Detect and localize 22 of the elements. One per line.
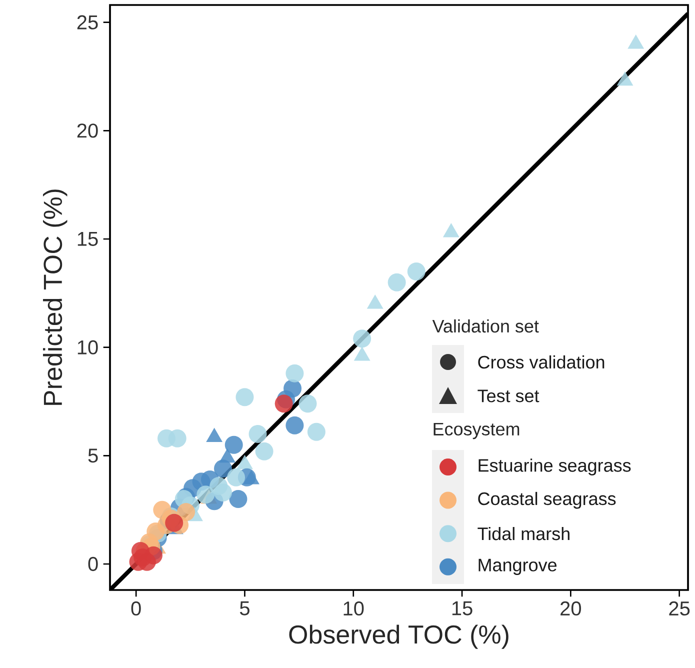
legend-label: Coastal seagrass [478, 492, 616, 509]
x-tick-label: 20 [560, 601, 581, 616]
legend-label: Mangrove [478, 558, 557, 575]
y-tick-label: 5 [88, 448, 98, 463]
x-axis-title: Observed TOC (%) [289, 624, 508, 649]
y-tick-label: 20 [77, 124, 98, 138]
annotation: Test set [478, 390, 540, 402]
y-tick-label: 0 [88, 556, 98, 572]
y-tick-label: 25 [77, 15, 98, 30]
annotation: Validation set [432, 319, 539, 333]
x-tick-label: 10 [344, 601, 364, 616]
y-tick-label: 10 [78, 340, 98, 354]
x-tick-label: 5 [240, 601, 250, 616]
y-axis-title: Predicted TOC (%) [43, 190, 68, 405]
legend-label: Estuarine seagrass [478, 458, 631, 476]
x-tick-label: 0 [131, 601, 141, 616]
annotation: Cross validation [478, 355, 604, 369]
legend-title: Ecosystem [434, 422, 520, 440]
legend-label: Tidal marsh [478, 526, 570, 540]
y-tick-label: 15 [78, 232, 98, 246]
x-tick-label: 25 [669, 601, 690, 616]
x-tick-label: 15 [452, 601, 472, 616]
